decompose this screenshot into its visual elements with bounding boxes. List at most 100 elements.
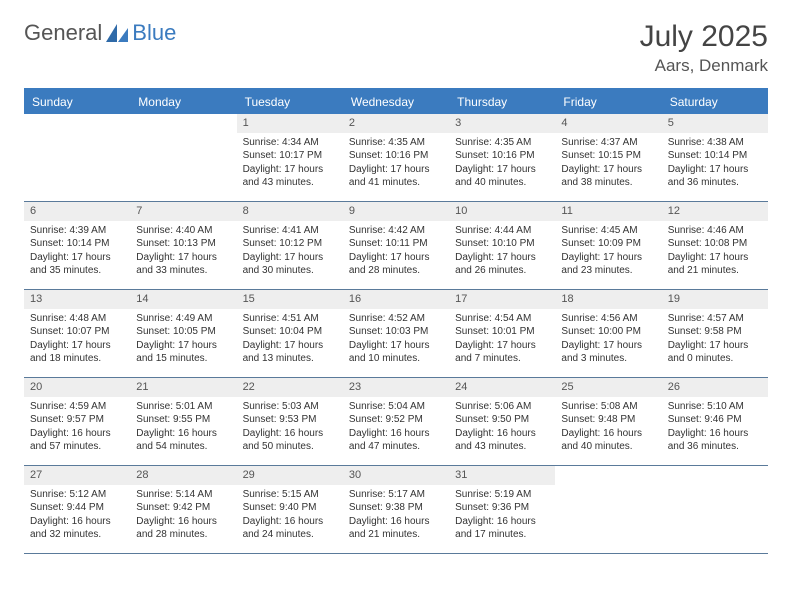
calendar-cell: 15Sunrise: 4:51 AMSunset: 10:04 PMDaylig… [237,290,343,378]
day-number: 23 [343,378,449,397]
calendar-cell: 31 Sunrise: 5:19 AMSunset: 9:36 PMDayligh… [449,466,555,554]
weekday-header: Friday [555,90,661,114]
calendar-cell: 14 Sunrise: 4:49 AMSunset: 10:05 PMDaylig… [130,290,236,378]
sunset-line: Sunset: 9:36 PM [455,501,549,515]
daylight-line: Daylight: 16 hours and 47 minutes. [349,427,443,454]
daylight-line: Daylight: 16 hours and 54 minutes. [136,427,230,454]
daylight-line: Daylight: 17 hours and 35 minutes. [30,251,124,278]
day-number: 21 [130,378,236,397]
sunset-line: Sunset: 10:01 PM [455,325,549,339]
sunrise-line: Sunrise: 4:35 AM [455,136,549,150]
calendar-cell: 27Sunrise: 5:12 AMSunset: 9:44 PMDayligh… [24,466,130,554]
sunrise-line: Sunrise: 4:59 AM [30,400,124,414]
daylight-line: Daylight: 16 hours and 50 minutes. [243,427,337,454]
sunrise-line: Sunrise: 4:57 AM [668,312,762,326]
day-number: 17 [449,290,555,309]
sunset-line: Sunset: 9:52 PM [349,413,443,427]
daylight-line: Daylight: 17 hours and 10 minutes. [349,339,443,366]
sunrise-line: Sunrise: 5:15 AM [243,488,337,502]
day-number: 7 [130,202,236,221]
calendar-cell: 21Sunrise: 5:01 AMSunset: 9:55 PMDayligh… [130,378,236,466]
daylight-line: Daylight: 16 hours and 57 minutes. [30,427,124,454]
sunrise-line: Sunrise: 5:17 AM [349,488,443,502]
daylight-line: Daylight: 16 hours and 36 minutes. [668,427,762,454]
sunset-line: Sunset: 10:08 PM [668,237,762,251]
day-number: 11 [555,202,661,221]
sunset-line: Sunset: 10:12 PM [243,237,337,251]
sunrise-line: Sunrise: 4:41 AM [243,224,337,238]
daylight-line: Daylight: 16 hours and 40 minutes. [561,427,655,454]
calendar-cell: 17Sunrise: 4:54 AMSunset: 10:01 PMDaylig… [449,290,555,378]
calendar-cell: 16Sunrise: 4:52 AMSunset: 10:03 PMDaylig… [343,290,449,378]
calendar-cell-empty [555,466,661,554]
weekday-header: Thursday [449,90,555,114]
day-number: 16 [343,290,449,309]
sunset-line: Sunset: 9:55 PM [136,413,230,427]
sunrise-line: Sunrise: 5:19 AM [455,488,549,502]
day-number: 25 [555,378,661,397]
logo-text-blue: Blue [132,20,176,46]
day-number: 1 [237,114,343,133]
day-number: 30 [343,466,449,485]
sunrise-line: Sunrise: 5:04 AM [349,400,443,414]
sunset-line: Sunset: 10:00 PM [561,325,655,339]
calendar-cell: 1Sunrise: 4:34 AMSunset: 10:17 PMDayligh… [237,114,343,202]
sunset-line: Sunset: 9:53 PM [243,413,337,427]
daylight-line: Daylight: 17 hours and 26 minutes. [455,251,549,278]
logo-text-general: General [24,20,102,46]
day-number: 15 [237,290,343,309]
sunrise-line: Sunrise: 4:51 AM [243,312,337,326]
calendar-cell: 23 Sunrise: 5:04 AMSunset: 9:52 PMDayligh… [343,378,449,466]
sunset-line: Sunset: 10:17 PM [243,149,337,163]
sunset-line: Sunset: 9:42 PM [136,501,230,515]
daylight-line: Daylight: 16 hours and 17 minutes. [455,515,549,542]
month-year: July 2025 [640,20,768,54]
daylight-line: Daylight: 17 hours and 15 minutes. [136,339,230,366]
sunset-line: Sunset: 10:16 PM [455,149,549,163]
sunrise-line: Sunrise: 4:44 AM [455,224,549,238]
sail-icon [106,24,128,42]
calendar-cell: 4Sunrise: 4:37 AMSunset: 10:15 PMDayligh… [555,114,661,202]
daylight-line: Daylight: 17 hours and 23 minutes. [561,251,655,278]
day-number: 31 [449,466,555,485]
sunrise-line: Sunrise: 4:42 AM [349,224,443,238]
daylight-line: Daylight: 16 hours and 24 minutes. [243,515,337,542]
sunset-line: Sunset: 10:09 PM [561,237,655,251]
daylight-line: Daylight: 17 hours and 13 minutes. [243,339,337,366]
sunset-line: Sunset: 9:40 PM [243,501,337,515]
header: General Blue July 2025 Aars, Denmark [24,20,768,76]
sunset-line: Sunset: 9:50 PM [455,413,549,427]
calendar-cell-empty [130,114,236,202]
day-number: 24 [449,378,555,397]
sunset-line: Sunset: 10:05 PM [136,325,230,339]
day-number: 22 [237,378,343,397]
calendar-cell: 9Sunrise: 4:42 AMSunset: 10:11 PMDayligh… [343,202,449,290]
calendar-cell: 5Sunrise: 4:38 AMSunset: 10:14 PMDayligh… [662,114,768,202]
calendar-cell-empty [662,466,768,554]
day-number: 26 [662,378,768,397]
calendar-cell: 20Sunrise: 4:59 AMSunset: 9:57 PMDayligh… [24,378,130,466]
weekday-header: Monday [130,90,236,114]
day-number: 8 [237,202,343,221]
sunset-line: Sunset: 9:48 PM [561,413,655,427]
daylight-line: Daylight: 17 hours and 38 minutes. [561,163,655,190]
sunrise-line: Sunrise: 4:49 AM [136,312,230,326]
sunrise-line: Sunrise: 4:56 AM [561,312,655,326]
day-number: 6 [24,202,130,221]
calendar-cell: 6Sunrise: 4:39 AMSunset: 10:14 PMDayligh… [24,202,130,290]
daylight-line: Daylight: 17 hours and 30 minutes. [243,251,337,278]
calendar-cell: 24Sunrise: 5:06 AMSunset: 9:50 PMDayligh… [449,378,555,466]
sunrise-line: Sunrise: 5:12 AM [30,488,124,502]
day-number: 2 [343,114,449,133]
daylight-line: Daylight: 17 hours and 28 minutes. [349,251,443,278]
day-number [130,114,236,133]
calendar-cell-empty [24,114,130,202]
day-number: 3 [449,114,555,133]
day-number: 27 [24,466,130,485]
calendar-cell: 30Sunrise: 5:17 AMSunset: 9:38 PMDayligh… [343,466,449,554]
day-number: 18 [555,290,661,309]
daylight-line: Daylight: 17 hours and 41 minutes. [349,163,443,190]
daylight-line: Daylight: 17 hours and 18 minutes. [30,339,124,366]
day-number: 14 [130,290,236,309]
calendar-cell: 19Sunrise: 4:57 AMSunset: 9:58 PMDayligh… [662,290,768,378]
